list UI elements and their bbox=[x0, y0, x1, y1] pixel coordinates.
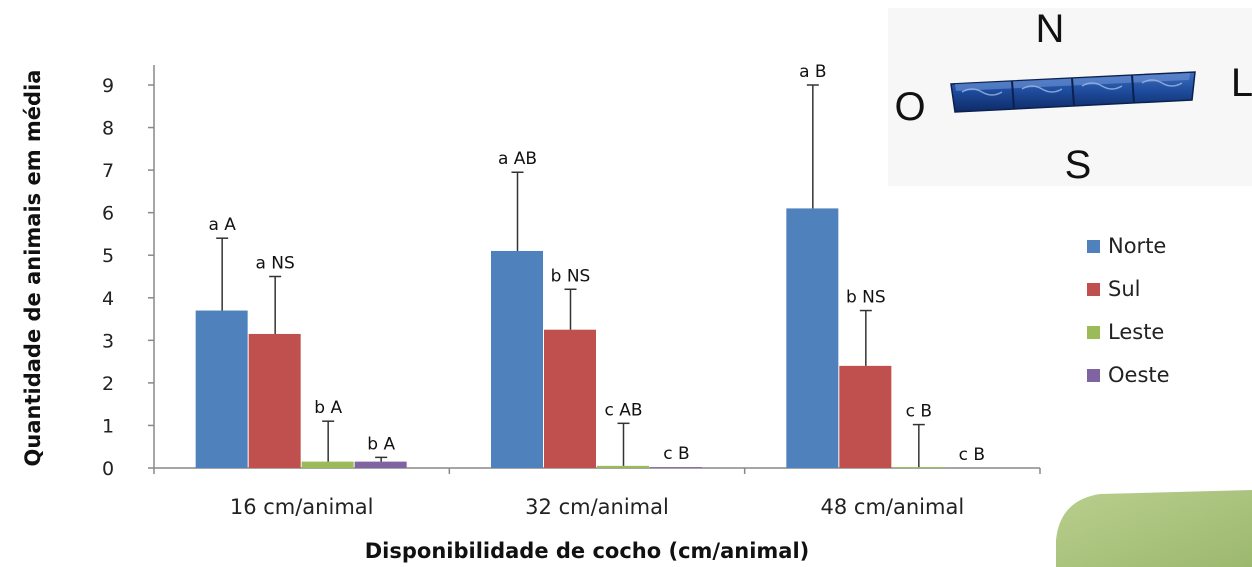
bar-oeste bbox=[354, 461, 407, 468]
y-axis-label: Quantidade de animais em média bbox=[21, 70, 45, 467]
y-tick-label: 7 bbox=[102, 160, 114, 182]
bar-leste bbox=[892, 467, 945, 468]
legend-label-sul: Sul bbox=[1108, 277, 1140, 301]
y-tick-label: 3 bbox=[102, 330, 114, 352]
significance-label: b A bbox=[314, 398, 342, 418]
bars bbox=[195, 208, 945, 468]
significance-label: b NS bbox=[551, 266, 591, 286]
y-tick-label: 1 bbox=[102, 415, 114, 437]
significance-label: c B bbox=[663, 444, 689, 464]
compass-inset: N S O L bbox=[888, 7, 1252, 187]
y-tick-label: 2 bbox=[102, 373, 114, 395]
trough-image bbox=[950, 71, 1196, 113]
legend-label-norte: Norte bbox=[1108, 234, 1166, 258]
legend-swatch-leste bbox=[1087, 326, 1100, 339]
significance-label: a NS bbox=[255, 254, 294, 274]
y-tick-label: 9 bbox=[102, 75, 114, 97]
bar-norte bbox=[195, 310, 248, 468]
legend-swatch-sul bbox=[1087, 283, 1100, 296]
bar-sul bbox=[248, 333, 301, 468]
x-ticks bbox=[153, 468, 1041, 474]
legend-label-oeste: Oeste bbox=[1108, 363, 1170, 387]
error-bars bbox=[216, 84, 925, 468]
bar-leste bbox=[301, 461, 354, 468]
y-tick-label: 5 bbox=[102, 245, 114, 267]
category-labels: 16 cm/animal 32 cm/animal 48 cm/animal bbox=[230, 495, 964, 519]
bar-leste bbox=[597, 465, 649, 468]
x-tick-label: 32 cm/animal bbox=[525, 495, 669, 519]
significance-label: b A bbox=[367, 434, 395, 454]
significance-label: a A bbox=[208, 215, 236, 235]
y-tick-label: 4 bbox=[102, 288, 114, 310]
compass-east: L bbox=[1231, 61, 1252, 105]
legend-swatch-oeste bbox=[1087, 369, 1100, 382]
compass-north: N bbox=[1036, 7, 1065, 51]
significance-label: c AB bbox=[604, 400, 642, 420]
bar-norte bbox=[491, 250, 543, 468]
bar-sul bbox=[839, 365, 892, 468]
y-tick-label: 6 bbox=[102, 203, 114, 225]
bar-norte bbox=[786, 208, 839, 468]
significance-labels: a A a NS b A b A a AB b NS c AB c B a B b NS c B c … bbox=[208, 62, 985, 465]
y-tick-label: 0 bbox=[102, 458, 114, 480]
y-ticks: 0 1 2 3 4 5 6 7 8 9 bbox=[102, 75, 154, 480]
y-tick-label: 8 bbox=[102, 118, 114, 140]
bar-sul bbox=[544, 329, 596, 468]
legend-label-leste: Leste bbox=[1108, 320, 1164, 344]
x-tick-label: 48 cm/animal bbox=[821, 495, 965, 519]
legend-swatch-norte bbox=[1087, 240, 1100, 253]
significance-label: c B bbox=[906, 402, 932, 422]
compass-west: O bbox=[894, 85, 925, 129]
legend: Norte Sul Leste Oeste bbox=[1087, 234, 1170, 387]
grass-photo bbox=[1056, 490, 1252, 567]
significance-label: a AB bbox=[498, 149, 537, 169]
significance-label: a B bbox=[799, 62, 826, 82]
x-axis-label: Disponibilidade de cocho (cm/animal) bbox=[365, 539, 810, 563]
significance-label: c B bbox=[959, 445, 985, 465]
bar-oeste bbox=[650, 467, 702, 468]
significance-label: b NS bbox=[846, 288, 886, 308]
compass-south: S bbox=[1065, 143, 1092, 187]
x-tick-label: 16 cm/animal bbox=[230, 495, 374, 519]
